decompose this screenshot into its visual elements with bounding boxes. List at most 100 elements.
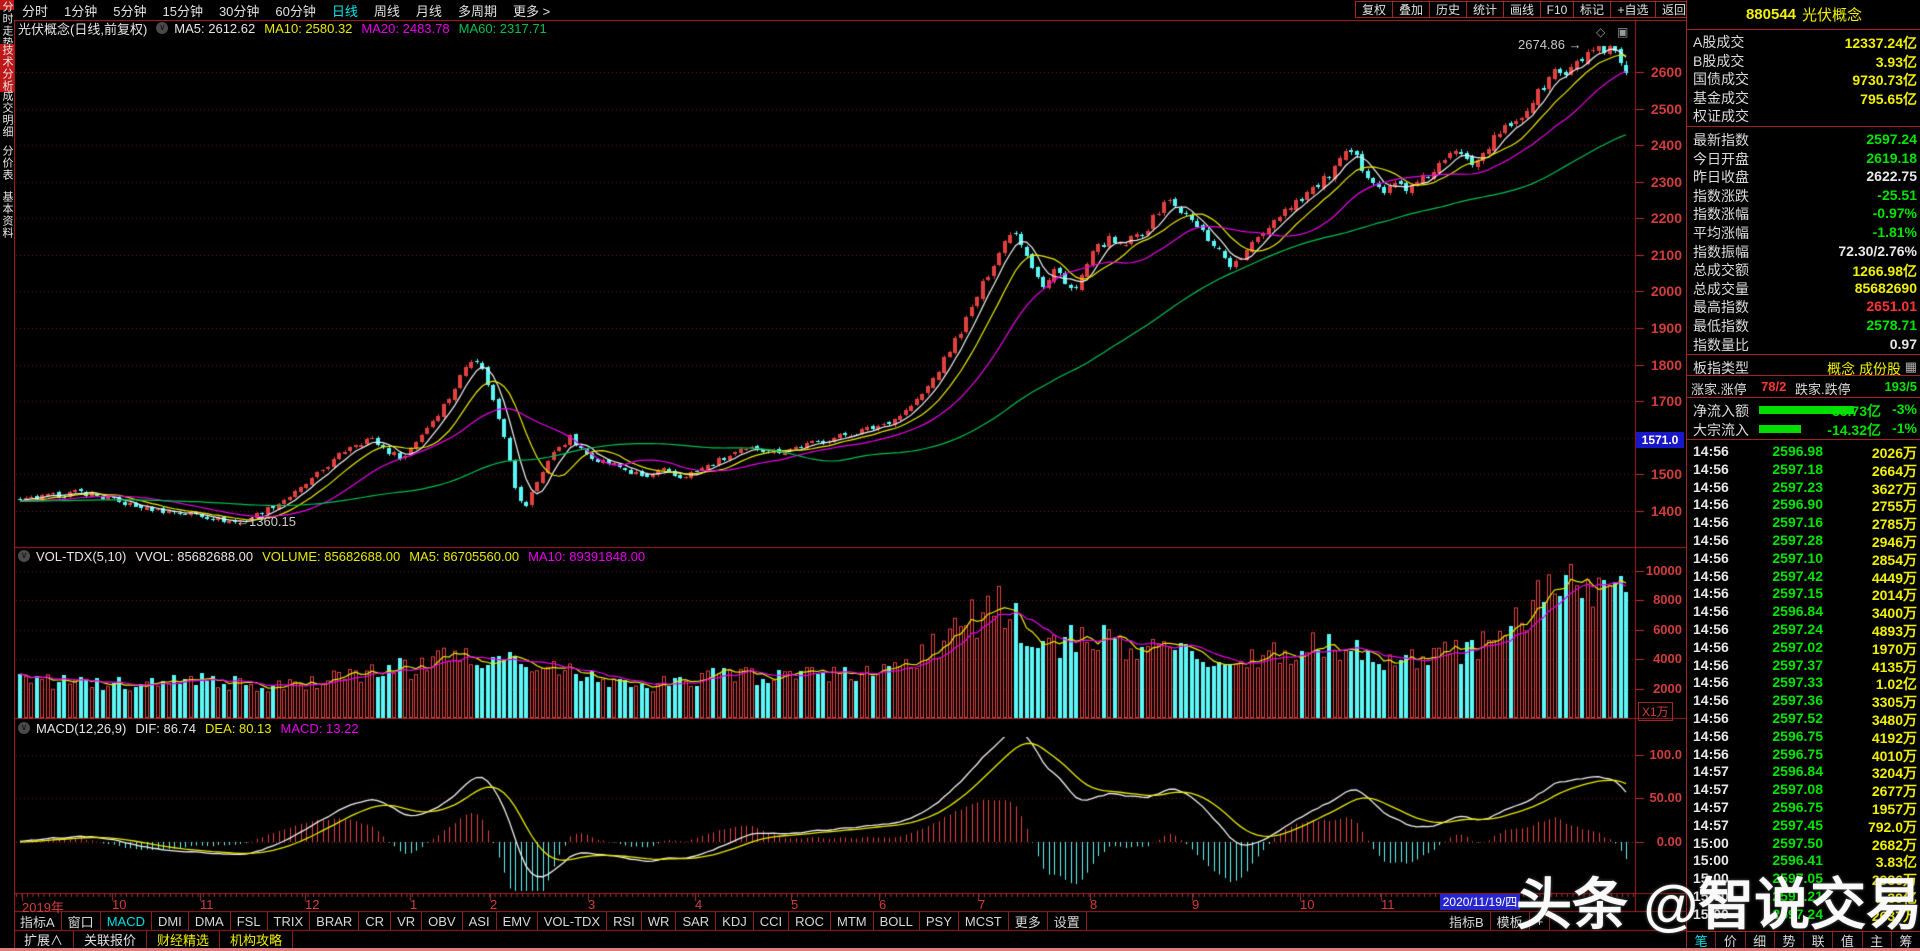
indicator-tab[interactable]: 更多 xyxy=(1009,912,1048,930)
tick-amount: 1957万 xyxy=(1871,801,1917,817)
indicator-tab[interactable]: 窗口 xyxy=(62,912,101,930)
quote-row-label: 指数涨跌 xyxy=(1693,187,1749,204)
indicator-tab[interactable]: DMA xyxy=(189,912,231,930)
indicator-tab[interactable]: OBV xyxy=(422,912,463,930)
tick-time: 14:56 xyxy=(1693,674,1729,691)
toolbar-button[interactable]: F10 xyxy=(1540,1,1574,18)
tick-price: 2597.33 xyxy=(1772,674,1823,691)
panel-tab[interactable]: 细 xyxy=(1746,932,1775,949)
indicator-tab[interactable]: TRIX xyxy=(268,912,311,930)
menu-item-period[interactable]: 分时 xyxy=(22,3,49,19)
indicator-tab[interactable]: BRAR xyxy=(310,912,360,930)
toolbar-button[interactable]: 统计 xyxy=(1466,1,1504,18)
tick-amount: 4135万 xyxy=(1871,658,1917,675)
indicator-tab[interactable]: CR xyxy=(359,912,392,930)
toolbar-button[interactable]: 画线 xyxy=(1503,1,1541,18)
sidebar-tab-2[interactable]: 技术分析 xyxy=(0,44,14,92)
sidebar-tab-1[interactable]: 分时走势 xyxy=(1,1,13,49)
extension-bar-item[interactable]: 机构攻略 xyxy=(220,931,294,948)
quote-row-label: 最高指数 xyxy=(1693,299,1749,316)
tick-time: 14:56 xyxy=(1693,745,1729,762)
sidebar-tab-4[interactable]: 分价表 xyxy=(1,145,13,181)
menu-item-period[interactable]: 5分钟 xyxy=(113,3,147,19)
panel-tab[interactable]: 势 xyxy=(1775,932,1804,949)
indicator-tab[interactable]: MTM xyxy=(831,912,874,930)
quote-row: 总成交量 85682690 xyxy=(1687,279,1920,297)
indicator-tab[interactable]: BOLL xyxy=(874,912,920,930)
quote-row-label: A股成交 xyxy=(1693,34,1745,50)
quote-row: 今日开盘 2619.18 xyxy=(1687,149,1920,167)
tick-amount: 3305万 xyxy=(1871,694,1917,711)
menu-item-period[interactable]: 30分钟 xyxy=(218,3,260,19)
toolbar-button[interactable]: 叠加 xyxy=(1392,1,1430,18)
indicator-tab[interactable]: 设置 xyxy=(1048,912,1087,930)
collapse-icon[interactable]: ∨ xyxy=(18,722,30,734)
date-axis-label: 5 xyxy=(791,897,799,912)
sidebar-tab-3[interactable]: 成交明细 xyxy=(1,90,13,138)
main-chart-canvas[interactable] xyxy=(14,20,1686,948)
menu-item-period[interactable]: 多周期 xyxy=(457,3,497,19)
menu-item-period[interactable]: 更多 > xyxy=(512,3,551,19)
indicator-tab[interactable]: DMI xyxy=(152,912,189,930)
high-price-annotation: 2674.86 → xyxy=(1518,37,1582,52)
menu-item-period[interactable]: 月线 xyxy=(415,3,442,19)
indicator-tab[interactable]: CCI xyxy=(754,912,790,930)
window-split-icon[interactable]: ▣ xyxy=(1617,25,1629,39)
board-grid-icon[interactable]: ▦ xyxy=(1904,359,1917,374)
toolbar-button[interactable]: 标记 xyxy=(1573,1,1611,18)
date-axis-label: 8 xyxy=(1090,897,1098,912)
panel-tab[interactable]: 联 xyxy=(1804,932,1834,949)
indicator-tab[interactable]: KDJ xyxy=(716,912,754,930)
indicator-tab[interactable]: VR xyxy=(391,912,423,930)
indicator-tab-row: 指标A 窗口 MACD DMI DMA FSL TRIX BRAR CR VR OBV ASI EMV V… xyxy=(14,912,1087,930)
extension-bar-item[interactable]: 关联报价 xyxy=(74,931,148,948)
indicator-tab[interactable]: WR xyxy=(642,912,677,930)
tick-time: 14:56 xyxy=(1693,638,1729,655)
tick-row: 14:56 2596.98 2026万 xyxy=(1687,443,1920,461)
divider xyxy=(1687,354,1920,355)
extension-bar-item[interactable]: 财经精选 xyxy=(147,931,221,948)
menu-item-period[interactable]: 60分钟 xyxy=(275,3,316,19)
indicator-tab[interactable]: MCST xyxy=(959,912,1009,930)
indicator-tab[interactable]: SAR xyxy=(676,912,717,930)
indicator-tab[interactable]: PSY xyxy=(920,912,959,930)
extension-bar-item[interactable]: 扩展∧ xyxy=(14,931,75,948)
panel-tab[interactable]: 值 xyxy=(1833,932,1863,949)
tick-price: 2596.75 xyxy=(1772,745,1823,762)
indicator-tab-right[interactable]: + xyxy=(1530,912,1551,930)
tick-time: 14:56 xyxy=(1693,443,1729,459)
vol-value: VOLUME: 85682688.00 xyxy=(262,548,401,564)
indicator-tab[interactable]: FSL xyxy=(231,912,268,930)
panel-tab[interactable]: 笔 xyxy=(1687,932,1717,949)
panel-tab[interactable]: 主 xyxy=(1863,932,1892,949)
indicator-tab[interactable]: VOL-TDX xyxy=(538,912,608,930)
indicator-tab[interactable]: 指标A xyxy=(14,912,62,930)
macd-value: DEA: 80.13 xyxy=(205,720,272,736)
panel-tab[interactable]: 价 xyxy=(1716,932,1746,949)
indicator-tab-right[interactable]: 模板 xyxy=(1491,912,1530,930)
menu-item-period[interactable]: 1分钟 xyxy=(64,3,98,19)
collapse-icon[interactable]: ∨ xyxy=(18,550,30,562)
indicator-tab[interactable]: EMV xyxy=(497,912,538,930)
menu-item-period[interactable]: 15分钟 xyxy=(162,3,203,19)
volume-axis-label: 6000 xyxy=(1653,621,1682,637)
indicator-tab[interactable]: ASI xyxy=(463,912,497,930)
indicator-tab[interactable]: MACD xyxy=(101,912,152,930)
tick-time: 14:56 xyxy=(1693,603,1729,620)
sidebar-tab-5[interactable]: 基本资料 xyxy=(1,191,13,239)
toolbar-button[interactable]: 历史 xyxy=(1429,1,1467,18)
system-menu-box[interactable] xyxy=(0,0,14,10)
indicator-tab-right[interactable]: 指标B xyxy=(1443,912,1491,930)
collapse-icon[interactable]: ∨ xyxy=(156,22,169,34)
indicator-tab[interactable]: ROC xyxy=(789,912,832,930)
menu-item-period[interactable]: 周线 xyxy=(373,3,400,19)
toolbar-button[interactable]: +自选 xyxy=(1610,1,1656,18)
quote-panel-header[interactable]: 880544 光伏概念 xyxy=(1687,0,1920,30)
diamond-marker-icon[interactable]: ◇ xyxy=(1596,25,1606,39)
tick-price: 2597.24 xyxy=(1772,621,1823,637)
tick-price: 2597.08 xyxy=(1772,781,1823,798)
indicator-tab[interactable]: RSI xyxy=(607,912,642,930)
toolbar-button[interactable]: 复权 xyxy=(1355,1,1393,18)
menu-item-period[interactable]: 日线 xyxy=(331,3,358,19)
quote-row-value: 2578.71 xyxy=(1866,317,1917,333)
